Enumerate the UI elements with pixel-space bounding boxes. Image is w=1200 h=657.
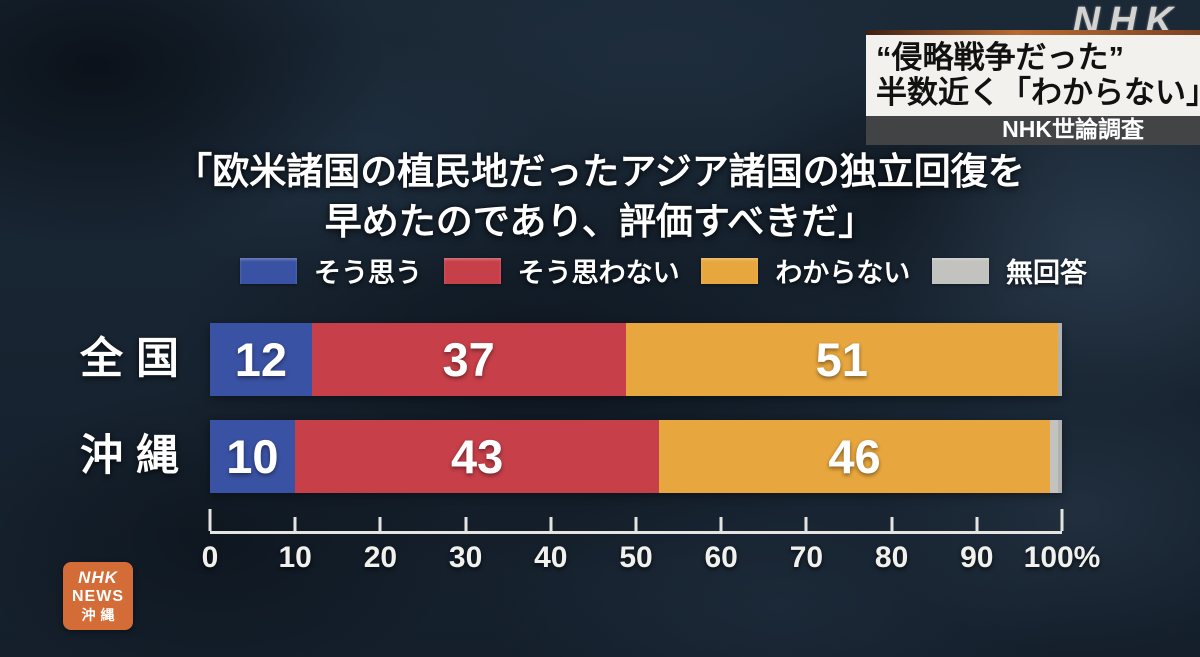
x-axis-tick-label: 0 — [201, 541, 219, 574]
x-axis: 0 10 20 30 40 50 60 70 80 90 100% — [202, 509, 1100, 579]
bar-segment: 51 — [625, 323, 1058, 396]
survey-question: 「欧米諸国の植民地だったアジア諸国の独立回復を 早めたのであり、評価すべきだ」 — [0, 147, 1200, 247]
x-axis-tick — [890, 517, 894, 531]
bar-segment: 12 — [210, 323, 312, 396]
x-axis-line — [210, 531, 1062, 534]
bar-segment: 10 — [210, 420, 295, 493]
legend-label: そう思わない — [517, 258, 680, 288]
legend-swatch — [931, 257, 989, 284]
x-axis-tick — [549, 517, 553, 531]
stacked-bar: 12 37 51 — [210, 323, 1062, 396]
headline-line-1: “侵略戦争だった” — [876, 40, 1124, 75]
x-axis-tick — [378, 517, 382, 531]
x-axis-tick — [804, 517, 808, 531]
bar-value-label: 37 — [442, 333, 495, 386]
x-axis-tick-label: 80 — [874, 541, 909, 574]
x-axis-tick-label: 100% — [1023, 541, 1101, 574]
bar-value-label: 43 — [450, 430, 504, 483]
x-axis-tick — [975, 517, 979, 531]
legend-item: わからない — [701, 251, 910, 290]
stacked-bar: 10 43 46 — [210, 420, 1062, 493]
station-logo-line-3: 沖縄 — [81, 607, 120, 623]
x-axis-tick — [719, 517, 723, 531]
bar-value-label: 10 — [226, 430, 279, 483]
x-axis-tick — [293, 517, 297, 531]
x-axis-tick — [1060, 509, 1064, 531]
legend-swatch — [701, 257, 759, 284]
question-line-2: 早めたのであり、評価すべきだ」 — [324, 201, 876, 242]
x-axis-tick — [464, 517, 468, 531]
legend-label: わからない — [775, 258, 911, 288]
station-logo-line-2: NEWS — [72, 588, 124, 605]
bar-row: 全国 12 37 51 — [15, 323, 1062, 396]
bar-row: 沖縄 10 43 46 — [15, 420, 1062, 493]
x-axis-tick-label: 30 — [448, 541, 483, 574]
x-axis-tick-label: 10 — [278, 541, 312, 574]
bar-value-label: 12 — [234, 333, 288, 386]
bar-value-label: 51 — [815, 333, 868, 386]
headline-text-area: “侵略戦争だった” 半数近く「わからない」 — [866, 35, 1200, 116]
bar-segment: 37 — [311, 323, 626, 396]
nhk-news-okinawa-logo: NHK NEWS 沖縄 — [63, 562, 133, 630]
question-line-1: 「欧米諸国の植民地だったアジア諸国の独立回復を — [175, 151, 1025, 192]
station-logo-line-1: NHK — [78, 568, 118, 587]
legend-label: 無回答 — [1005, 258, 1087, 288]
legend-item: そう思わない — [443, 251, 680, 290]
x-axis-tick-label: 60 — [704, 541, 738, 574]
x-axis-tick-label: 50 — [619, 541, 653, 574]
bar-segment: 43 — [294, 420, 660, 493]
x-axis-tick — [634, 517, 638, 531]
legend-item: そう思う — [240, 251, 422, 290]
bar-row-label: 沖縄 — [80, 432, 192, 480]
x-axis-tick-label: 40 — [534, 541, 568, 574]
legend-item: 無回答 — [931, 251, 1087, 290]
stacked-bar-chart: 全国 12 37 51 沖縄 10 43 46 — [15, 323, 1062, 517]
x-axis-tick-label: 90 — [960, 541, 994, 574]
bar-row-label: 全国 — [80, 335, 192, 383]
x-axis-tick — [208, 509, 212, 531]
legend-swatch — [443, 257, 501, 284]
headline-line-2: 半数近く「わからない」 — [876, 75, 1200, 110]
legend-label: そう思う — [314, 258, 422, 288]
bar-value-label: 46 — [828, 430, 881, 483]
legend-swatch — [240, 257, 297, 284]
x-axis-tick-label: 70 — [789, 541, 824, 574]
bar-segment — [1049, 420, 1058, 493]
x-axis-tick-label: 20 — [363, 541, 398, 574]
headline-box: “侵略戦争だった” 半数近く「わからない」 NHK世論調査 — [866, 30, 1200, 145]
survey-source-label: NHK世論調査 — [866, 116, 1200, 145]
bar-segment: 46 — [659, 420, 1050, 493]
chart-legend: そう思う そう思わない わからない 無回答 — [207, 251, 1087, 290]
